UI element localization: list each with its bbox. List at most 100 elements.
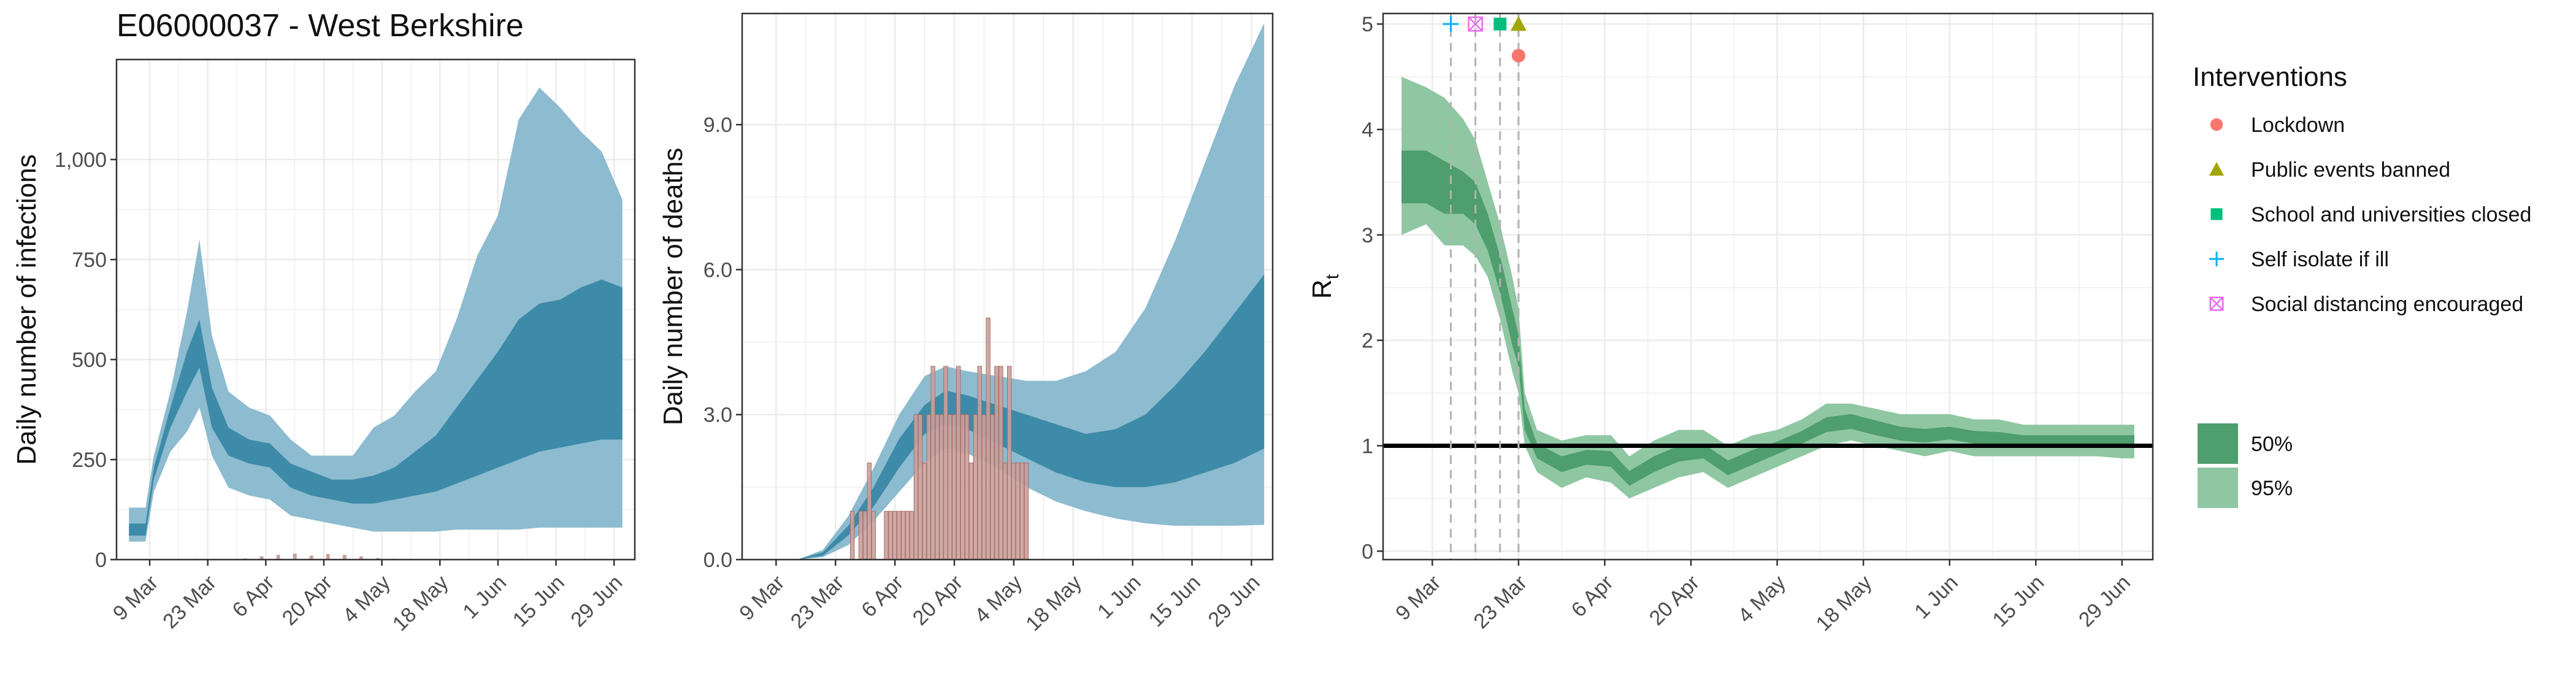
death-bar xyxy=(1003,462,1008,560)
legend-key-plus xyxy=(2209,252,2224,266)
x-tick-label: 15 Jun xyxy=(1144,571,1205,631)
legend-item-label: Public events banned xyxy=(2251,158,2450,182)
x-tick-label: 18 May xyxy=(388,571,453,636)
x-tick-label: 20 Apr xyxy=(278,571,337,630)
panel-3: 0 1 2 3 4 5 9 Mar 23 Mar 6 Apr 20 Apr 4 May 18 May 1… xyxy=(1307,12,2154,636)
band-50 xyxy=(129,279,623,536)
legend-item-label: Social distancing encouraged xyxy=(2251,293,2523,316)
observed-bar xyxy=(375,558,380,560)
death-bar xyxy=(1011,462,1016,560)
x-tick-label: 1 Jun xyxy=(1093,571,1146,623)
x-tick-label: 15 Jun xyxy=(1988,571,2049,631)
x-tick-label: 23 Mar xyxy=(1469,571,1531,633)
legend-item-label: Lockdown xyxy=(2251,114,2345,137)
death-bar xyxy=(871,511,876,560)
x-tick-label: 1 Jun xyxy=(458,571,511,623)
death-bar xyxy=(956,366,961,560)
death-bar xyxy=(913,414,919,560)
y-axis-label: Rt xyxy=(1307,274,1343,299)
death-bar xyxy=(909,511,914,560)
band-95 xyxy=(1401,77,2134,499)
death-bar xyxy=(935,414,940,560)
y-tick-label: 5 xyxy=(1362,13,1373,36)
legend-band-label: 50% xyxy=(2251,433,2293,456)
x-tick-label: 23 Mar xyxy=(158,571,221,633)
x-tick-label: 29 Jun xyxy=(1204,571,1265,631)
y-axis-label-subscript: t xyxy=(1322,274,1343,279)
x-tick-label: 4 May xyxy=(970,571,1027,627)
observed-bar xyxy=(309,555,313,560)
death-bar xyxy=(981,414,986,560)
x-tick-label: 29 Jun xyxy=(2074,571,2135,631)
panel-border xyxy=(1382,12,2154,561)
death-bar xyxy=(918,414,923,560)
y-tick-label: 4 xyxy=(1362,118,1373,142)
legend: Interventions Lockdown Public events banne… xyxy=(2193,62,2531,508)
x-tick-label: 9 Mar xyxy=(109,571,163,625)
death-bar xyxy=(964,414,970,560)
legend-item-label: School and universities closed xyxy=(2251,203,2531,226)
x-tick-label: 18 May xyxy=(1812,571,1877,636)
death-bar xyxy=(926,414,931,560)
y-tick-label: 1,000 xyxy=(55,148,107,172)
y-tick-label: 6.0 xyxy=(703,258,732,282)
intervention-marker xyxy=(1511,48,1525,63)
observed-bar xyxy=(326,553,330,560)
legend-band-label: 95% xyxy=(2251,477,2293,500)
legend-item-label: Self isolate if ill xyxy=(2251,248,2389,271)
observed-bar xyxy=(359,556,363,560)
death-bar xyxy=(901,511,906,560)
legend-key-boxcross xyxy=(2209,296,2224,311)
x-tick-label: 18 May xyxy=(1021,571,1086,636)
death-bar xyxy=(999,366,1003,560)
legend-key-square xyxy=(2210,208,2223,220)
death-bar xyxy=(960,414,965,560)
y-tick-label: 250 xyxy=(72,449,107,472)
death-bar xyxy=(994,366,999,560)
y-tick-label: 1 xyxy=(1362,434,1373,458)
x-tick-label: 4 May xyxy=(339,571,395,627)
x-tick-label: 15 Jun xyxy=(508,571,569,631)
death-bar xyxy=(858,511,864,560)
x-tick-label: 1 Jun xyxy=(1910,571,1963,623)
death-bar xyxy=(1007,366,1012,560)
intervention-marker xyxy=(1493,17,1507,31)
y-tick-label: 3 xyxy=(1362,224,1373,247)
legend-band-swatch xyxy=(2198,468,2238,508)
death-bar xyxy=(939,414,944,560)
x-tick-label: 6 Apr xyxy=(1567,571,1618,622)
x-tick-label: 20 Apr xyxy=(1645,571,1704,630)
death-bar xyxy=(922,462,927,560)
y-tick-label: 500 xyxy=(72,349,107,372)
death-bar xyxy=(952,414,957,560)
x-tick-label: 9 Mar xyxy=(1391,571,1445,625)
y-tick-label: 0.0 xyxy=(703,549,732,572)
death-bar xyxy=(973,414,978,560)
y-tick-label: 3.0 xyxy=(703,404,732,427)
death-bar xyxy=(884,511,889,560)
intervention-marker xyxy=(1468,16,1483,32)
y-tick-label: 2 xyxy=(1362,330,1373,353)
death-bar xyxy=(888,511,893,560)
observed-bar xyxy=(293,553,297,560)
y-axis-label: Daily number of infections xyxy=(12,154,42,464)
legend-band-swatch xyxy=(2198,423,2238,464)
x-tick-label: 6 Apr xyxy=(857,571,908,622)
death-bar xyxy=(990,414,995,560)
observed-bar xyxy=(276,555,280,560)
death-bar xyxy=(1019,462,1025,560)
death-bar xyxy=(897,511,902,560)
intervention-marker xyxy=(1510,16,1527,31)
intervention-marker xyxy=(1443,16,1459,33)
x-tick-label: 29 Jun xyxy=(566,571,627,631)
death-bar xyxy=(849,511,855,560)
death-bar xyxy=(1015,462,1021,560)
x-tick-label: 6 Apr xyxy=(228,571,279,622)
death-bar xyxy=(968,462,974,560)
panel-border xyxy=(741,12,1274,561)
death-bar xyxy=(948,414,953,560)
y-tick-label: 9.0 xyxy=(703,114,732,137)
legend-key-circle xyxy=(2210,118,2223,131)
x-tick-label: 9 Mar xyxy=(735,571,789,625)
